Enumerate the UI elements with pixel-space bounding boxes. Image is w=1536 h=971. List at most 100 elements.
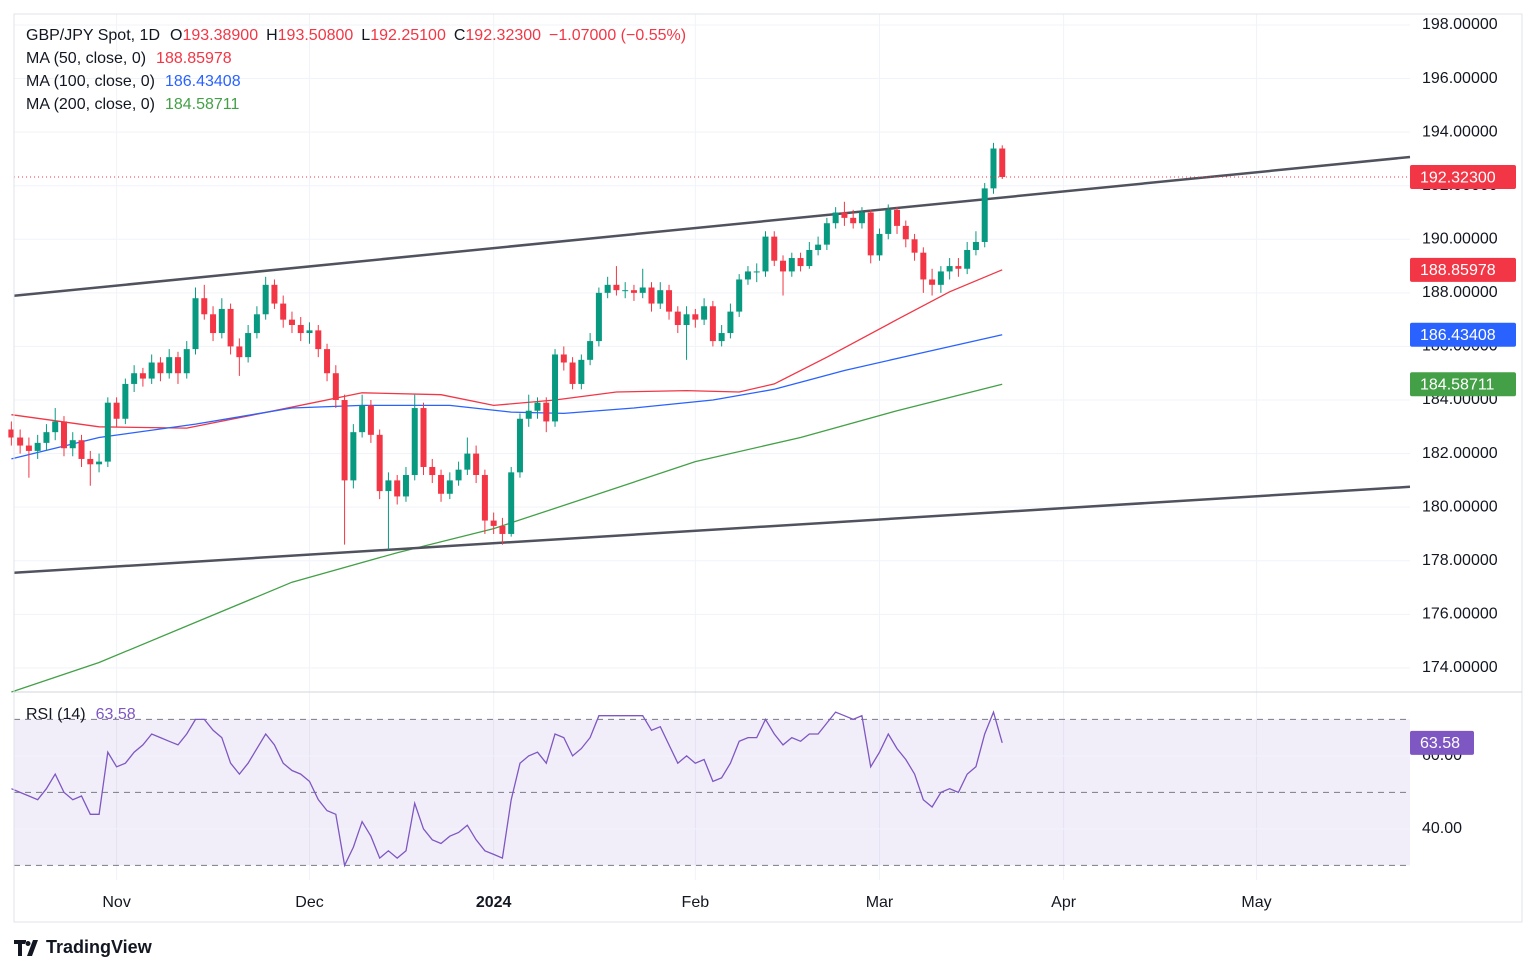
- candle-body: [832, 212, 839, 224]
- candle-body: [736, 279, 743, 312]
- candle-body: [709, 306, 716, 342]
- candle-body: [788, 258, 795, 272]
- legend-ohlc-key: L: [361, 27, 370, 44]
- ma-badge: 188.85978: [1420, 262, 1496, 279]
- candle-body: [69, 440, 76, 449]
- candle-body: [981, 188, 988, 242]
- candle-body: [253, 314, 260, 334]
- y-tick-label: 178.00000: [1422, 552, 1498, 569]
- candle-body: [297, 325, 304, 334]
- trend-line: [13, 155, 1411, 298]
- candle-body: [823, 223, 830, 245]
- candle-body: [113, 402, 120, 419]
- logo-icon: [14, 940, 38, 956]
- candle-body: [578, 359, 585, 384]
- x-tick-label: Mar: [866, 894, 894, 911]
- candle-body: [96, 461, 103, 465]
- candle-body: [806, 250, 813, 267]
- last-price-badge-bg: [1410, 165, 1516, 190]
- candle-body: [683, 314, 690, 326]
- candle-body: [920, 252, 927, 280]
- candle-body: [411, 408, 418, 476]
- candle-body: [131, 373, 138, 384]
- candle-body: [613, 284, 620, 291]
- legend-ohlc-value: 193.50800: [278, 27, 354, 44]
- ma-badge-bg: [1410, 322, 1516, 347]
- candle-body: [166, 357, 173, 374]
- candle-body: [902, 225, 909, 240]
- candle-body: [464, 453, 471, 470]
- candle-body: [446, 480, 453, 494]
- ma-badge: 184.58711: [1420, 377, 1495, 394]
- rsi-line: [11, 710, 1003, 868]
- plot-layer: Nov Dec 2024 Feb Mar Apr May 174.00000 176.00000…: [8, 14, 1516, 911]
- candle-body: [701, 306, 708, 320]
- candle-body: [157, 362, 164, 374]
- candle-body: [604, 284, 611, 293]
- candle-body: [762, 236, 769, 272]
- candle-body: [876, 233, 883, 256]
- candle-body: [8, 429, 15, 438]
- candle-body: [937, 271, 944, 285]
- candle-body: [17, 437, 24, 446]
- candle-body: [692, 314, 699, 320]
- candle-body: [490, 520, 497, 526]
- candle-body: [964, 250, 971, 269]
- candle-body: [341, 400, 348, 481]
- trend-line: [13, 485, 1411, 575]
- candle-body: [385, 480, 392, 492]
- candle-body: [473, 453, 480, 476]
- legend-ma-value: 186.43408: [165, 73, 241, 90]
- y-tick-label: 188.00000: [1422, 284, 1498, 301]
- candle-body: [236, 346, 243, 358]
- candle-body: [622, 290, 629, 292]
- candle-body: [43, 432, 50, 443]
- candle-body: [999, 148, 1006, 178]
- chart-border: [13, 13, 1523, 923]
- candle-body: [394, 480, 401, 497]
- candle-body: [780, 260, 787, 272]
- candle-body: [850, 217, 857, 224]
- candle-body: [569, 362, 576, 384]
- y-tick-label: 176.00000: [1422, 606, 1498, 623]
- candle-body: [315, 330, 322, 350]
- x-tick-label: Feb: [682, 894, 710, 911]
- legend-ma-name: MA (100, close, 0): [26, 73, 155, 90]
- candle-body: [534, 402, 541, 411]
- ma-badge-bg: [1410, 257, 1516, 282]
- candle-body: [183, 349, 190, 374]
- candle-body: [201, 298, 208, 315]
- moving-average-line: [11, 269, 1003, 429]
- candle-body: [499, 525, 506, 534]
- x-tick-label: Dec: [295, 894, 323, 911]
- legend-ohlc-value: 192.32300: [465, 27, 541, 44]
- candle-body: [744, 271, 751, 280]
- x-tick-label: May: [1241, 894, 1271, 911]
- logo-text: TradingView: [46, 937, 153, 957]
- legend-ohlc-value: 192.25100: [370, 27, 446, 44]
- candle-body: [148, 362, 155, 379]
- candle-body: [87, 458, 94, 465]
- x-tick-label: Nov: [102, 894, 130, 911]
- candle-body: [587, 341, 594, 360]
- legend-ohlc-value: 193.38900: [182, 27, 258, 44]
- candle-body: [630, 290, 637, 293]
- candle-body: [552, 354, 559, 422]
- y-tick-label: 174.00000: [1422, 659, 1498, 676]
- candle-body: [639, 287, 646, 293]
- candle-body: [771, 236, 778, 261]
- candle-body: [245, 333, 252, 358]
- ma-badge: 186.43408: [1420, 327, 1496, 344]
- candle-body: [911, 239, 918, 253]
- candle-body: [218, 308, 225, 334]
- candle-body: [894, 209, 901, 226]
- candle-body: [595, 292, 602, 342]
- rsi-tick-label: 40.00: [1422, 820, 1462, 837]
- candle-body: [34, 442, 41, 451]
- candle-body: [718, 333, 725, 342]
- rsi-badge: 63.58: [1420, 735, 1460, 752]
- candle-body: [929, 279, 936, 285]
- rsi-badge-bg: [1410, 730, 1474, 755]
